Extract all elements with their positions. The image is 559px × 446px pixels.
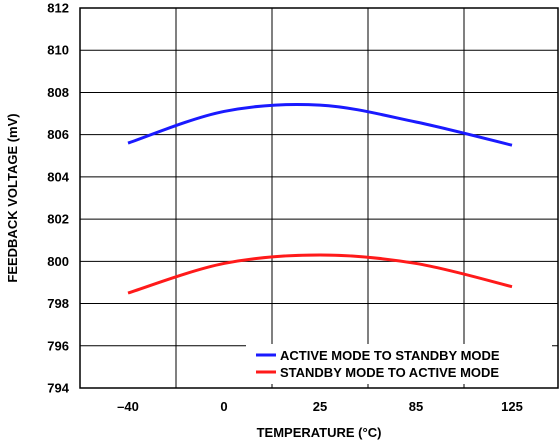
x-tick-labels: –40 0 25 85 125 xyxy=(117,399,523,414)
x-tick-label: –40 xyxy=(117,399,139,414)
y-tick-label: 806 xyxy=(47,127,69,142)
legend-label-standby-to-active: STANDBY MODE TO ACTIVE MODE xyxy=(280,365,499,380)
y-tick-label: 796 xyxy=(47,338,69,353)
y-axis-label: FEEDBACK VOLTAGE (mV) xyxy=(5,113,20,282)
x-tick-label: 0 xyxy=(220,399,227,414)
series-line-active-to-standby xyxy=(127,102,513,147)
y-tick-label: 794 xyxy=(47,381,69,396)
x-tick-label: 125 xyxy=(501,399,523,414)
y-tick-label: 812 xyxy=(47,1,69,16)
series-lines xyxy=(127,102,513,295)
legend-label-active-to-standby: ACTIVE MODE TO STANDBY MODE xyxy=(280,348,500,363)
x-tick-label: 85 xyxy=(409,399,423,414)
y-tick-label: 798 xyxy=(47,296,69,311)
y-tick-label: 802 xyxy=(47,212,69,227)
legend-background xyxy=(246,344,552,384)
series-line-standby-to-active xyxy=(127,253,513,295)
y-tick-label: 808 xyxy=(47,85,69,100)
y-tick-labels: 794 796 798 800 802 804 806 808 810 812 xyxy=(47,1,69,396)
grid-lines xyxy=(80,8,558,388)
legend: ACTIVE MODE TO STANDBY MODE STANDBY MODE… xyxy=(246,344,552,384)
y-tick-label: 804 xyxy=(47,169,69,184)
y-tick-label: 810 xyxy=(47,43,69,58)
plot-frame xyxy=(79,7,559,389)
x-tick-label: 25 xyxy=(313,399,327,414)
x-axis-label: TEMPERATURE (°C) xyxy=(257,425,382,440)
y-tick-label: 800 xyxy=(47,254,69,269)
